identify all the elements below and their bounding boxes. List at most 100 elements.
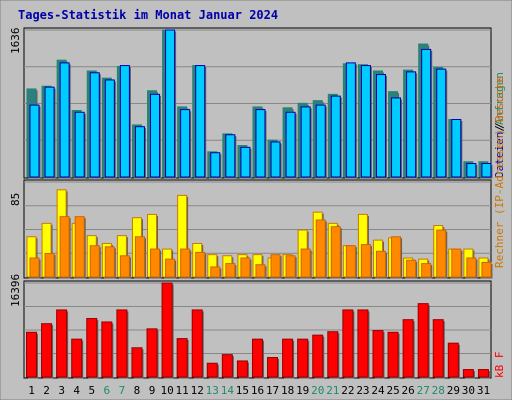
bar bbox=[312, 334, 324, 378]
bar bbox=[180, 248, 191, 278]
x-tick-label: 14 bbox=[221, 384, 235, 397]
x-tick-label: 22 bbox=[341, 384, 354, 397]
bar bbox=[104, 246, 115, 278]
bar bbox=[150, 93, 161, 178]
bar bbox=[360, 244, 371, 278]
bar bbox=[195, 65, 206, 178]
legend-kbf: kB F bbox=[493, 352, 506, 379]
bar bbox=[221, 354, 233, 378]
bar bbox=[26, 331, 37, 378]
bar bbox=[176, 338, 188, 378]
x-tick-label: 3 bbox=[58, 384, 65, 397]
x-axis-labels: 1 2 3 4 5 6 7 8 9 10 11 12 13 14 15 16 17 18 19 20 21 22 23 24 2… bbox=[28, 384, 490, 397]
bar bbox=[432, 319, 444, 378]
series-kb-f bbox=[26, 282, 490, 379]
bar bbox=[360, 65, 371, 178]
x-tick-label: 16 bbox=[251, 384, 264, 397]
bar bbox=[89, 245, 100, 278]
bar bbox=[297, 338, 309, 378]
bar bbox=[165, 258, 176, 278]
bar bbox=[436, 68, 447, 178]
x-tick-label: 4 bbox=[73, 384, 80, 397]
bar bbox=[285, 111, 296, 178]
bar bbox=[251, 338, 263, 378]
bar bbox=[402, 319, 414, 378]
bar bbox=[255, 264, 266, 278]
x-tick-label: 27 bbox=[417, 384, 430, 397]
x-tick-label: 1 bbox=[28, 384, 35, 397]
x-tick-label: 31 bbox=[477, 384, 490, 397]
bar bbox=[119, 255, 130, 278]
bar bbox=[210, 266, 221, 278]
bar bbox=[134, 236, 145, 278]
bar bbox=[116, 309, 128, 378]
bar bbox=[89, 72, 100, 178]
bar bbox=[462, 369, 474, 378]
x-tick-label: 8 bbox=[134, 384, 141, 397]
bar bbox=[270, 254, 281, 278]
x-tick-label: 5 bbox=[88, 384, 95, 397]
bar bbox=[150, 248, 161, 278]
bar bbox=[44, 253, 55, 278]
bar bbox=[451, 118, 462, 178]
bar bbox=[86, 318, 98, 378]
bar bbox=[165, 29, 176, 178]
bar bbox=[330, 95, 341, 178]
x-tick-label: 21 bbox=[326, 384, 339, 397]
bar bbox=[119, 65, 130, 178]
x-tick-label: 30 bbox=[462, 384, 475, 397]
bar bbox=[206, 362, 218, 378]
x-tick-label: 26 bbox=[402, 384, 415, 397]
y-max-label: 16396 bbox=[9, 274, 22, 307]
bar bbox=[131, 347, 143, 378]
bar bbox=[195, 251, 206, 278]
bar bbox=[29, 257, 40, 278]
x-tick-label: 9 bbox=[149, 384, 156, 397]
bar bbox=[345, 62, 356, 178]
bar bbox=[372, 330, 384, 378]
bar bbox=[282, 338, 294, 378]
x-tick-label: 17 bbox=[266, 384, 279, 397]
bar bbox=[406, 259, 417, 278]
panel-top: 1636 bbox=[9, 27, 493, 179]
bar bbox=[345, 245, 356, 278]
x-tick-label: 7 bbox=[119, 384, 126, 397]
bar bbox=[74, 216, 85, 278]
x-tick-label: 18 bbox=[281, 384, 294, 397]
series-dateien bbox=[29, 29, 493, 179]
bar bbox=[327, 331, 339, 378]
y-max-label: 1636 bbox=[9, 28, 22, 55]
bar bbox=[375, 74, 386, 178]
bar bbox=[417, 303, 429, 378]
bar bbox=[56, 309, 68, 378]
bar bbox=[59, 216, 70, 278]
bar bbox=[104, 79, 115, 178]
bar bbox=[59, 62, 70, 178]
bar bbox=[225, 134, 236, 178]
bar bbox=[406, 71, 417, 178]
x-tick-label: 12 bbox=[191, 384, 204, 397]
bar bbox=[466, 163, 477, 178]
panel-middle: 85 bbox=[9, 179, 493, 279]
y-max-label: 85 bbox=[9, 193, 22, 206]
bar bbox=[146, 328, 158, 378]
bar bbox=[285, 255, 296, 278]
x-tick-label: 10 bbox=[160, 384, 173, 397]
bar bbox=[315, 104, 326, 178]
series-besuche bbox=[29, 216, 493, 279]
bar bbox=[421, 48, 432, 178]
bar bbox=[481, 261, 492, 278]
bar bbox=[315, 219, 326, 278]
chart-title: Tages-Statistik im Monat Januar 2024 bbox=[18, 8, 278, 22]
bar bbox=[44, 86, 55, 178]
bar bbox=[421, 263, 432, 278]
x-tick-label: 2 bbox=[43, 384, 50, 397]
bar bbox=[330, 226, 341, 278]
bar bbox=[391, 236, 402, 278]
bar bbox=[466, 257, 477, 278]
bar bbox=[74, 111, 85, 178]
x-tick-label: 24 bbox=[371, 384, 385, 397]
bar bbox=[300, 248, 311, 278]
